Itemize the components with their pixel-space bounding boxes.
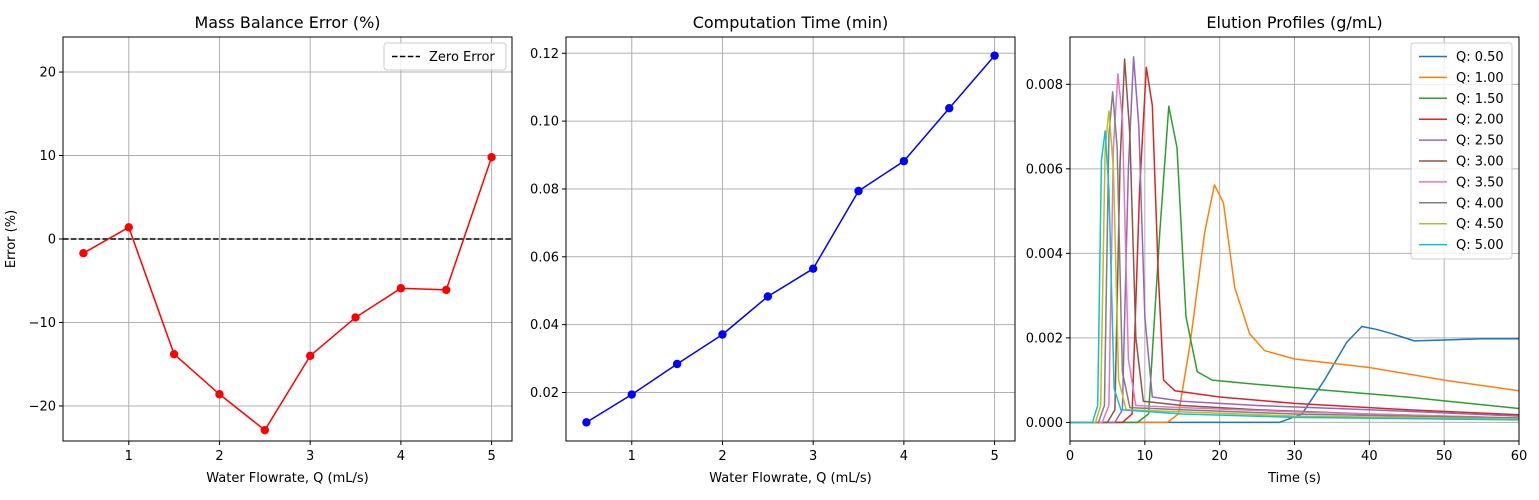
data-point (808, 264, 818, 273)
legend-box (383, 42, 507, 71)
data-point (487, 152, 496, 162)
legend-box (1410, 42, 1513, 260)
chart-panel-3: 0 10 20 30 40 50 60 0.000 0.002 0.004 0.006 0.008 El… (1026, 13, 1527, 486)
chart-title: Computation Time (min) (693, 13, 889, 32)
series-line (83, 156, 493, 431)
plot-frame (565, 36, 1016, 442)
x-tick-label: 3 (809, 449, 817, 464)
series-line-q-3-50 (1070, 73, 1519, 424)
series-line-q-2-50 (1070, 56, 1519, 424)
x-tick-label: 10 (1137, 449, 1154, 464)
y-tick-label: 0.12 (530, 47, 559, 62)
series-line-q-1-00 (1070, 184, 1519, 424)
chart-title: Elution Profiles (g/mL) (1206, 13, 1382, 32)
legend-label: Q: 0.50 (1456, 50, 1504, 65)
y-tick-label: 0 (48, 233, 56, 248)
legend: Zero Error (383, 42, 507, 71)
data-point (305, 351, 315, 361)
y-tick-label: 0.04 (530, 318, 559, 333)
x-tick-label: 2 (215, 449, 223, 464)
x-tick-label: 50 (1436, 449, 1453, 464)
x-tick-label: 3 (306, 449, 314, 464)
series-line-q-5-00 (1070, 130, 1519, 424)
data-point (899, 156, 909, 166)
y-axis-label: Error (%) (4, 210, 19, 268)
data-point (718, 330, 727, 339)
x-axis-label: Time (s) (1267, 471, 1321, 486)
y-tick-label: 10 (39, 149, 56, 164)
legend-label: Q: 5.00 (1456, 238, 1504, 253)
data-point (582, 418, 591, 427)
y-tick-label: 0.002 (1026, 331, 1063, 346)
series-line-q-4-00 (1070, 91, 1519, 424)
legend-label: Q: 3.00 (1456, 155, 1504, 170)
data-point (442, 285, 451, 295)
y-tick-label: 0.08 (530, 182, 559, 197)
x-tick-label: 2 (718, 449, 726, 464)
x-tick-label: 40 (1361, 449, 1378, 464)
y-tick-label: −20 (29, 399, 56, 414)
data-point (396, 284, 406, 293)
y-tick-label: 20 (39, 66, 56, 81)
data-point (945, 104, 954, 113)
legend-label: Q: 2.50 (1456, 134, 1504, 149)
data-point (763, 292, 773, 301)
data-point (215, 390, 224, 399)
data-point (260, 425, 270, 435)
legend-label: Zero Error (429, 50, 495, 65)
x-axis-label: Water Flowrate, Q (mL/s) (709, 471, 871, 486)
data-point (169, 349, 179, 359)
data-point (672, 359, 682, 369)
x-tick-label: 4 (397, 449, 405, 464)
x-tick-label: 5 (487, 449, 495, 464)
legend-label: Q: 1.50 (1456, 92, 1504, 107)
y-tick-label: 0.000 (1026, 416, 1063, 431)
series-line-q-4-50 (1070, 110, 1519, 424)
x-tick-label: 0 (1066, 449, 1074, 464)
series-line (586, 55, 996, 423)
chart-panel-2: 1 2 3 4 5 0.02 0.04 0.06 0.08 0.10 0.12 Computation… (530, 13, 1016, 486)
legend-label: Q: 1.00 (1456, 71, 1504, 86)
data-point (627, 390, 636, 399)
chart-title: Mass Balance Error (%) (194, 13, 380, 32)
legend-label: Q: 2.00 (1456, 113, 1504, 128)
x-tick-label: 30 (1286, 449, 1303, 464)
x-tick-label: 1 (125, 449, 133, 464)
data-point (854, 186, 863, 196)
chart-panel-1: 1 2 3 4 5 −20 −10 0 10 20 Mass Balance Error (%) Wa… (4, 13, 513, 486)
series-line-q-1-50 (1070, 105, 1519, 424)
x-tick-label: 60 (1511, 449, 1528, 464)
y-tick-label: 0.06 (530, 250, 559, 265)
data-point (990, 51, 999, 60)
x-tick-label: 20 (1211, 449, 1228, 464)
data-point (79, 248, 88, 258)
y-tick-label: 0.006 (1026, 162, 1063, 177)
y-tick-label: 0.008 (1026, 78, 1063, 93)
y-tick-label: 0.02 (530, 386, 559, 401)
legend: Q: 0.50 Q: 1.00 Q: 1.50 Q: 2.00 Q: 2.50 Q: 3.… (1410, 42, 1513, 260)
x-tick-label: 4 (900, 449, 908, 464)
series-line-q-2-00 (1070, 66, 1519, 424)
legend-label: Q: 3.50 (1456, 175, 1504, 190)
data-point (124, 223, 133, 232)
legend-label: Q: 4.50 (1456, 217, 1504, 232)
x-tick-label: 5 (990, 449, 998, 464)
series-line-q-0-50 (1070, 325, 1519, 424)
y-tick-label: −10 (29, 316, 56, 331)
x-tick-label: 1 (628, 449, 636, 464)
data-point (351, 313, 360, 322)
x-axis-label: Water Flowrate, Q (mL/s) (206, 471, 368, 486)
legend-label: Q: 4.00 (1456, 196, 1504, 211)
y-tick-label: 0.10 (530, 115, 559, 130)
y-tick-label: 0.004 (1026, 247, 1063, 262)
